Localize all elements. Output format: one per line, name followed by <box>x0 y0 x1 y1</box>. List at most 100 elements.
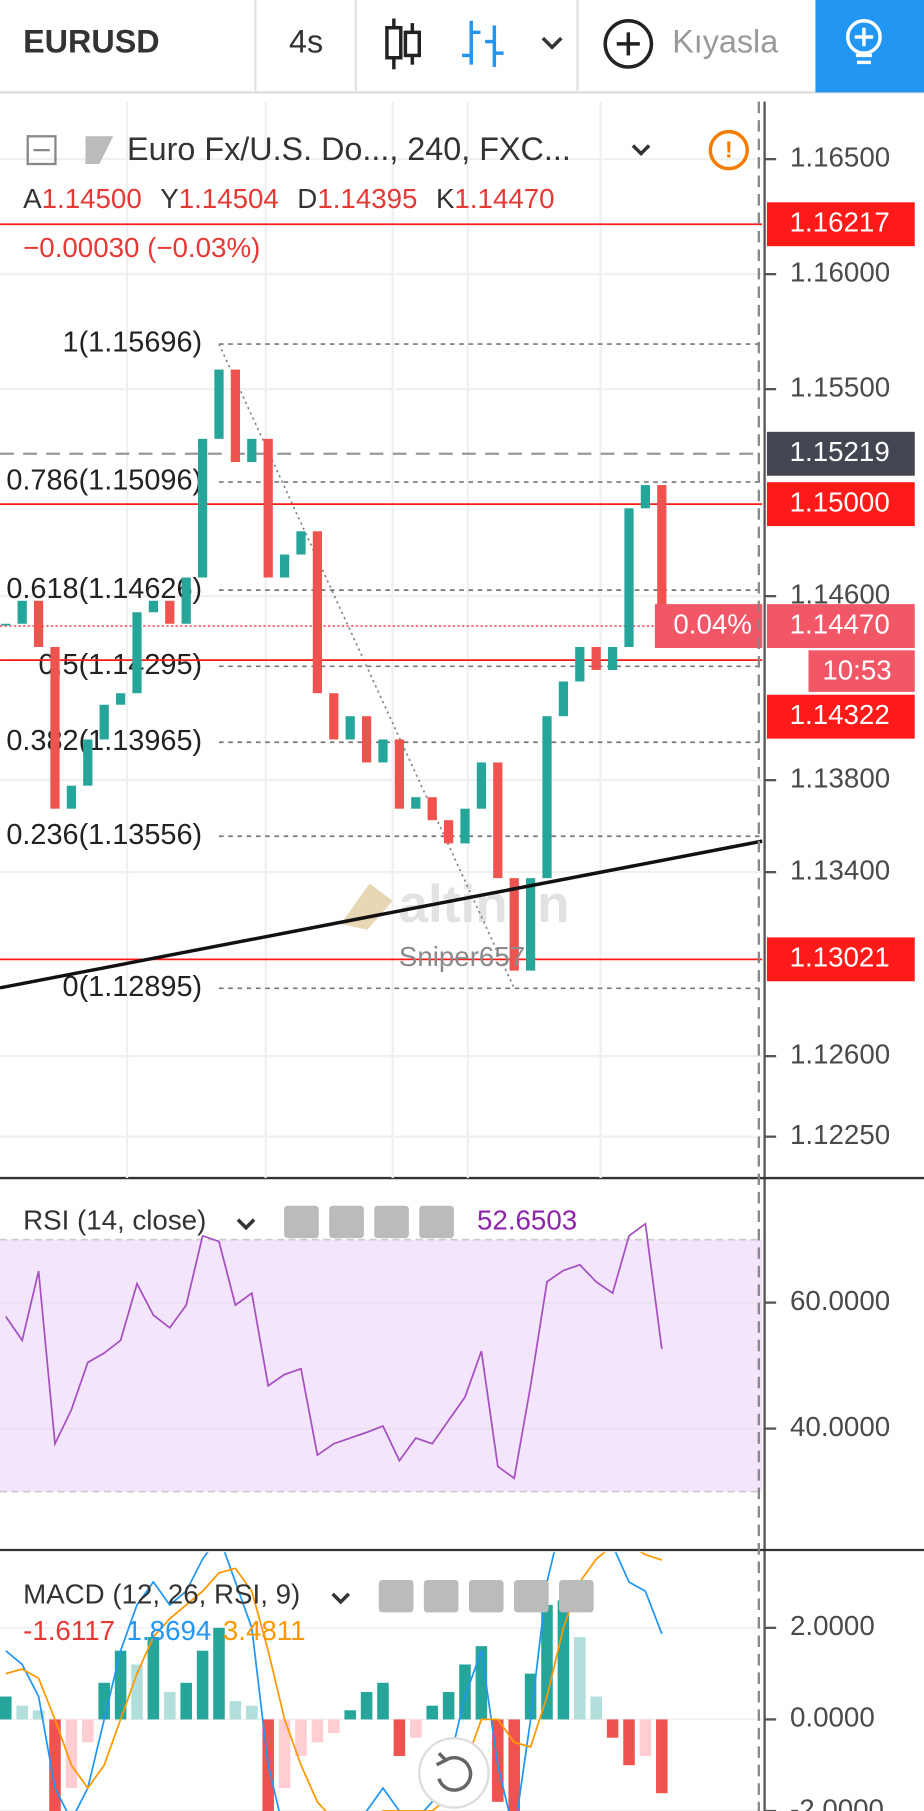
warning-mark: ! <box>725 136 733 162</box>
macd-readout: -1.6117 1.8694 3.4811 <box>23 1615 305 1646</box>
collapse-icon[interactable] <box>26 135 57 166</box>
y-tick-label: 1.16500 <box>790 141 890 172</box>
macd-histogram-bar <box>213 1627 225 1720</box>
macd-histogram-bar <box>508 1719 520 1811</box>
ohlc-label: A <box>23 183 42 214</box>
change-readout: −0.00030 (−0.03%) <box>23 232 260 263</box>
fib-label: 0.5(1.14295) <box>38 649 202 681</box>
price-tag <box>766 694 915 739</box>
ohlc-readout: A1.14500 Y1.14504 D1.14395 K1.14470 <box>23 183 554 214</box>
candle <box>66 785 77 809</box>
price-tag-label: 1.16217 <box>790 207 890 238</box>
macd-histogram-bar <box>278 1719 291 1789</box>
y-tick-label: 40.0000 <box>790 1411 890 1442</box>
price-tag-label: 1.15000 <box>790 486 890 517</box>
flag-icon <box>85 136 114 165</box>
candle <box>460 808 470 844</box>
candle <box>558 681 569 717</box>
macd-histogram-bar <box>377 1682 389 1720</box>
compare-label[interactable]: Kıyasla <box>672 23 778 59</box>
fib-diagonal <box>218 343 515 989</box>
candle <box>607 646 618 670</box>
candle <box>230 369 241 463</box>
warning-icon[interactable] <box>708 129 750 171</box>
price-tag <box>766 482 915 527</box>
rsi-controls[interactable] <box>284 1205 454 1239</box>
toolbar <box>0 0 924 93</box>
macd-histogram-bar <box>574 1636 586 1720</box>
candle <box>329 693 339 740</box>
series-title[interactable]: Euro Fx/U.S. Do..., 240, FXC... <box>127 131 571 167</box>
rsi-title[interactable]: RSI (14, close) <box>23 1204 206 1235</box>
ohlc-value: 1.14470 <box>454 183 554 214</box>
macd-line <box>5 1552 663 1811</box>
candle <box>476 762 487 809</box>
candle <box>525 878 536 971</box>
y-tick-label: 1.15500 <box>790 371 890 402</box>
fib-label: 0.236(1.13556) <box>6 819 202 851</box>
macd-histogram-bar <box>393 1719 406 1757</box>
change-tag <box>654 604 763 648</box>
reset-icon <box>435 1752 473 1792</box>
symbol[interactable]: EURUSD <box>23 23 160 59</box>
candle <box>657 485 667 627</box>
candle <box>361 716 372 763</box>
y-tick-label: 0.0000 <box>790 1702 875 1733</box>
candle <box>575 646 585 682</box>
price-pane: altin.in1(1.15696)0.786(1.15096)0.618(1.… <box>0 101 763 1179</box>
ohlc-value: 1.14500 <box>42 183 142 214</box>
y-tick-label: 60.0000 <box>790 1285 890 1316</box>
y-tick-label: 1.16000 <box>790 256 890 287</box>
candle <box>1 623 11 626</box>
fib-label: 0.786(1.15096) <box>6 465 202 497</box>
macd-title[interactable]: MACD (12, 26, RSI, 9) <box>23 1578 300 1609</box>
candle <box>411 797 421 809</box>
macd-histogram-bar <box>541 1604 553 1720</box>
macd-histogram-bar <box>229 1701 242 1720</box>
macd-histogram-bar <box>410 1719 422 1738</box>
macd-chevron[interactable] <box>331 1592 351 1605</box>
macd-histogram-bar <box>164 1691 176 1720</box>
price-tag <box>766 431 915 476</box>
macd-histogram-bar <box>656 1719 668 1794</box>
rsi-chevron[interactable] <box>236 1218 256 1231</box>
ohlc-value: 1.14395 <box>317 183 417 214</box>
ideas-button[interactable] <box>815 0 924 93</box>
candle <box>83 739 93 786</box>
dropdown-chevron[interactable] <box>541 36 563 50</box>
indicator-button[interactable] <box>462 20 504 67</box>
macd-histogram-bar <box>295 1719 307 1757</box>
macd-histogram-bar <box>524 1673 537 1720</box>
price-tag-label: 1.13021 <box>790 942 890 973</box>
candle <box>591 646 601 670</box>
signal-line <box>5 1552 663 1811</box>
y-tick-label: -2.0000 <box>790 1793 884 1811</box>
macd-histogram-bar <box>16 1705 28 1720</box>
candle <box>197 438 208 578</box>
rsi-band <box>0 1239 763 1492</box>
interval[interactable]: 4s <box>289 23 323 59</box>
reset-button[interactable] <box>418 1737 490 1809</box>
candle <box>247 438 257 463</box>
candle <box>165 600 175 624</box>
legend-chevron[interactable] <box>631 144 651 157</box>
macd-histogram-bar <box>49 1719 61 1811</box>
candle <box>115 693 126 705</box>
macd-controls[interactable] <box>378 1580 594 1613</box>
candle <box>345 716 355 740</box>
macd-histogram-bar <box>32 1710 45 1720</box>
bulb-icon <box>846 19 882 65</box>
candle <box>427 797 437 821</box>
author: Sniper657 <box>399 941 525 972</box>
ohlc-label: K <box>436 183 455 214</box>
y-tick-label: 2.0000 <box>790 1610 875 1641</box>
candle <box>312 531 323 694</box>
macd-pane <box>0 1552 763 1811</box>
y-tick-label: 1.12600 <box>790 1038 890 1069</box>
macd-histogram-bar <box>98 1682 110 1720</box>
compare-button[interactable]: Kıyasla <box>603 19 778 69</box>
macd-histogram-bar <box>246 1705 258 1720</box>
macd-histogram-bar <box>590 1696 602 1720</box>
candle-style-button[interactable] <box>385 18 421 70</box>
